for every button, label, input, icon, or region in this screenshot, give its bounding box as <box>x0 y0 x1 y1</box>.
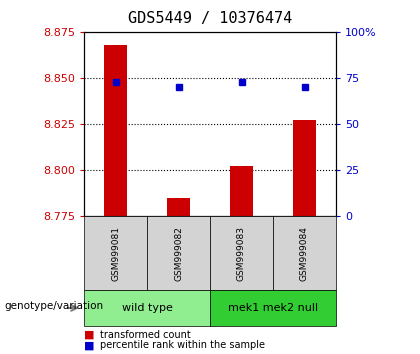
Text: mek1 mek2 null: mek1 mek2 null <box>228 303 318 313</box>
Text: transformed count: transformed count <box>100 330 191 339</box>
Text: ■: ■ <box>84 340 94 350</box>
Bar <box>294 120 315 216</box>
Bar <box>231 166 252 216</box>
Text: GSM999082: GSM999082 <box>174 225 183 281</box>
Text: percentile rank within the sample: percentile rank within the sample <box>100 340 265 350</box>
Text: GSM999084: GSM999084 <box>300 225 309 281</box>
Text: GSM999081: GSM999081 <box>111 225 120 281</box>
Text: GDS5449 / 10376474: GDS5449 / 10376474 <box>128 11 292 25</box>
Text: ■: ■ <box>84 330 94 339</box>
Text: genotype/variation: genotype/variation <box>4 301 103 311</box>
Text: GSM999083: GSM999083 <box>237 225 246 281</box>
Bar <box>168 198 189 216</box>
Text: wild type: wild type <box>121 303 173 313</box>
Bar <box>105 45 126 216</box>
